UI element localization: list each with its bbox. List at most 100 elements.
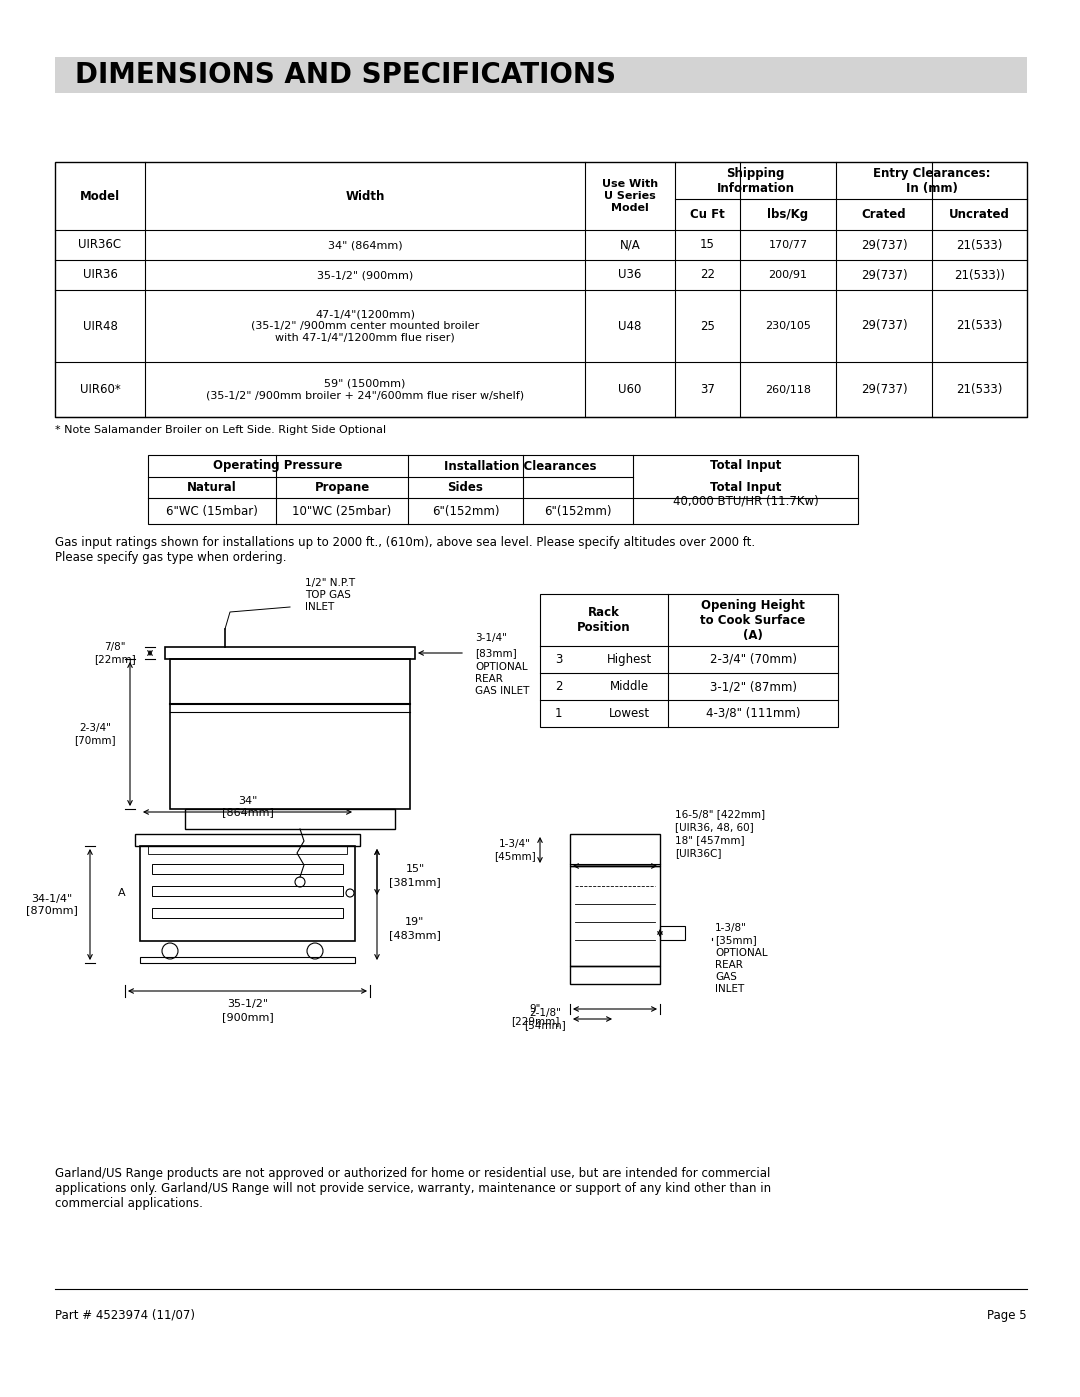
Text: 230/105: 230/105 — [765, 321, 811, 331]
Text: Cu Ft: Cu Ft — [690, 208, 725, 221]
Text: 25: 25 — [700, 320, 715, 332]
Text: lbs/Kg: lbs/Kg — [768, 208, 809, 221]
Text: U60: U60 — [619, 383, 642, 395]
Text: 21(533)): 21(533)) — [954, 268, 1005, 282]
Text: 200/91: 200/91 — [769, 270, 808, 279]
Bar — [570, 834, 660, 866]
Text: 18" [457mm]: 18" [457mm] — [675, 835, 744, 845]
Text: 2: 2 — [555, 680, 563, 693]
Text: N/A: N/A — [620, 239, 640, 251]
Text: [483mm]: [483mm] — [389, 930, 441, 940]
Bar — [570, 866, 660, 965]
Text: 29(737): 29(737) — [861, 268, 907, 282]
Bar — [148, 455, 858, 524]
Text: [900mm]: [900mm] — [221, 1011, 273, 1023]
Text: UIR36C: UIR36C — [79, 239, 122, 251]
Bar — [165, 647, 415, 659]
Text: OPTIONAL: OPTIONAL — [475, 662, 528, 672]
Text: 1: 1 — [555, 707, 563, 719]
Text: 34": 34" — [238, 796, 257, 806]
Bar — [55, 162, 1027, 416]
Text: 16-5/8" [422mm]: 16-5/8" [422mm] — [675, 809, 765, 819]
Text: 6"(152mm): 6"(152mm) — [544, 504, 611, 517]
Text: UIR36: UIR36 — [82, 268, 118, 282]
Text: GAS: GAS — [715, 972, 737, 982]
Text: Shipping
Information: Shipping Information — [716, 166, 795, 194]
Bar — [140, 957, 355, 963]
Text: 6"WC (15mbar): 6"WC (15mbar) — [166, 504, 258, 517]
Bar — [152, 863, 343, 875]
Text: 9": 9" — [529, 1004, 541, 1014]
Text: Highest: Highest — [606, 652, 651, 666]
Text: Uncrated: Uncrated — [949, 208, 1010, 221]
Text: 4-3/8" (111mm): 4-3/8" (111mm) — [705, 707, 800, 719]
Text: 15: 15 — [700, 239, 715, 251]
Text: 29(737): 29(737) — [861, 383, 907, 395]
Text: A: A — [118, 888, 125, 898]
Text: 1-3/8": 1-3/8" — [715, 923, 747, 933]
Text: Opening Height
to Cook Surface
(A): Opening Height to Cook Surface (A) — [700, 598, 806, 641]
Text: 29(737): 29(737) — [861, 239, 907, 251]
Text: [35mm]: [35mm] — [715, 935, 757, 944]
Text: 59" (1500mm)
(35-1/2" /900mm broiler + 24"/600mm flue riser w/shelf): 59" (1500mm) (35-1/2" /900mm broiler + 2… — [206, 379, 524, 401]
Text: Sides: Sides — [447, 481, 484, 495]
Text: [381mm]: [381mm] — [389, 877, 441, 887]
Bar — [570, 965, 660, 983]
Text: 37: 37 — [700, 383, 715, 395]
Bar — [152, 908, 343, 918]
Text: INLET: INLET — [715, 983, 744, 995]
Text: 2-3/4"
[70mm]: 2-3/4" [70mm] — [75, 724, 116, 745]
Bar — [170, 659, 410, 809]
Text: Width: Width — [346, 190, 384, 203]
Text: Middle: Middle — [609, 680, 649, 693]
Text: OPTIONAL: OPTIONAL — [715, 949, 768, 958]
Text: 15": 15" — [405, 863, 424, 875]
Text: 34-1/4"
[870mm]: 34-1/4" [870mm] — [26, 894, 78, 915]
Text: Entry Clearances:
In (mm): Entry Clearances: In (mm) — [873, 166, 990, 194]
Text: 10"WC (25mbar): 10"WC (25mbar) — [293, 504, 392, 517]
Text: Total Input: Total Input — [710, 481, 781, 495]
Text: UIR60*: UIR60* — [80, 383, 120, 395]
Text: Rack
Position: Rack Position — [577, 606, 631, 634]
Text: GAS INLET: GAS INLET — [475, 686, 529, 696]
Text: 35-1/2": 35-1/2" — [227, 999, 268, 1009]
Text: DIMENSIONS AND SPECIFICATIONS: DIMENSIONS AND SPECIFICATIONS — [75, 61, 616, 89]
Bar — [540, 594, 838, 726]
Text: 2-1/8"
[54mm]: 2-1/8" [54mm] — [524, 1009, 566, 1030]
Text: 170/77: 170/77 — [769, 240, 808, 250]
Text: 21(533): 21(533) — [956, 383, 1002, 395]
Text: Operating Pressure: Operating Pressure — [214, 460, 342, 472]
Text: 2-3/4" (70mm): 2-3/4" (70mm) — [710, 652, 797, 666]
Text: [UIR36, 48, 60]: [UIR36, 48, 60] — [675, 821, 754, 833]
Text: 19": 19" — [405, 916, 424, 928]
Text: 6"(152mm): 6"(152mm) — [432, 504, 499, 517]
Bar — [140, 847, 355, 942]
Bar — [660, 926, 685, 940]
Text: 3: 3 — [555, 652, 563, 666]
Text: [229mm]: [229mm] — [511, 1016, 559, 1025]
Text: [83mm]: [83mm] — [475, 648, 516, 658]
Text: Model: Model — [80, 190, 120, 203]
Text: Natural: Natural — [187, 481, 237, 495]
Text: Gas input ratings shown for installations up to 2000 ft., (610m), above sea leve: Gas input ratings shown for installation… — [55, 536, 755, 564]
Text: Page 5: Page 5 — [987, 1309, 1027, 1322]
Text: 35-1/2" (900mm): 35-1/2" (900mm) — [316, 270, 414, 279]
Text: 34" (864mm): 34" (864mm) — [327, 240, 403, 250]
Text: UIR48: UIR48 — [82, 320, 118, 332]
Text: [864mm]: [864mm] — [221, 807, 273, 817]
Text: Crated: Crated — [862, 208, 906, 221]
Text: [UIR36C]: [UIR36C] — [675, 848, 721, 858]
Bar — [55, 57, 1027, 94]
Text: REAR: REAR — [715, 960, 743, 970]
Bar — [152, 886, 343, 895]
Text: 1-3/4"
[45mm]: 1-3/4" [45mm] — [495, 840, 536, 861]
Text: 3-1/4": 3-1/4" — [475, 633, 507, 643]
Text: U48: U48 — [619, 320, 642, 332]
Text: Use With
U Series
Model: Use With U Series Model — [602, 179, 658, 212]
Text: Total Input: Total Input — [710, 460, 781, 472]
Bar — [135, 834, 360, 847]
Text: Propane: Propane — [314, 481, 369, 495]
Text: * Note Salamander Broiler on Left Side. Right Side Optional: * Note Salamander Broiler on Left Side. … — [55, 425, 387, 434]
Text: Garland/US Range products are not approved or authorized for home or residential: Garland/US Range products are not approv… — [55, 1166, 771, 1210]
Text: 21(533): 21(533) — [956, 320, 1002, 332]
